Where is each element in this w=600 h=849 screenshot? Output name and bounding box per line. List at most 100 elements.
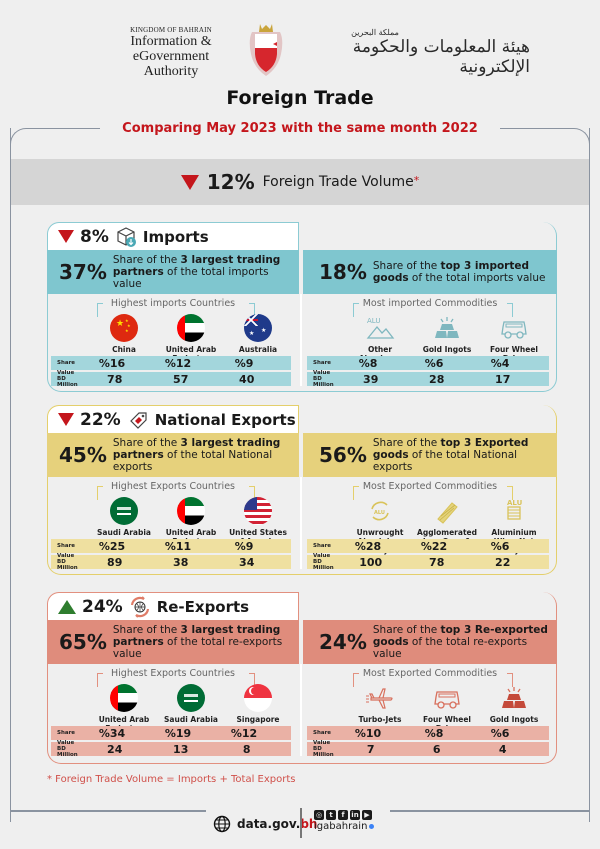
jeep-icon	[434, 691, 460, 709]
share-row: Share %25 %11 %9	[51, 539, 291, 553]
bracket-decoration	[249, 486, 255, 500]
value-amount: 78	[429, 555, 445, 569]
exports-partners-summary: 45% Share of the 3 largest trading partn…	[47, 433, 299, 477]
commodity-label: Gold Ingots	[489, 715, 539, 724]
summary-description: Share of the top 3 Re-exported goods of …	[372, 624, 548, 660]
bracket-decoration	[249, 303, 255, 317]
bracket-decoration	[507, 486, 513, 500]
bracket-decoration	[97, 486, 103, 500]
row-label: Share	[57, 543, 76, 549]
kingdom-label-arabic: مملكة البحرين	[351, 28, 399, 37]
share-value: %11	[164, 539, 192, 553]
facebook-icon[interactable]: f	[338, 810, 348, 820]
org-name-arabic-text: هيئة المعلومات والحكومة الإلكترونية	[352, 37, 530, 77]
price-tag-icon	[129, 411, 147, 429]
content-frame	[10, 128, 590, 822]
section-border	[47, 592, 557, 764]
share-row: Share %10 %8 %6	[307, 726, 549, 740]
summary-percent: 56%	[319, 443, 367, 467]
row-label: Value BD Million	[313, 553, 334, 571]
commodity-item: Gold Ingots	[414, 314, 480, 372]
country-label: China	[112, 345, 136, 354]
summary-percent: 45%	[59, 443, 107, 467]
country-item: Saudi Arabia	[158, 684, 224, 733]
footnote: * Foreign Trade Volume = Imports + Total…	[47, 774, 296, 785]
twitter-icon[interactable]: t	[326, 810, 336, 820]
page-title: Foreign Trade	[226, 87, 374, 109]
value-row: Value BD Million 7 6 4	[307, 740, 549, 758]
value-amount: 34	[239, 555, 255, 569]
value-amount: 4	[498, 742, 507, 756]
commodity-item: Turbo-Jets	[347, 684, 413, 733]
share-value: %12	[164, 356, 192, 370]
iron-bars-icon	[437, 502, 458, 524]
re-exports-countries-panel: Highest Exports Countries United Arab Em…	[47, 664, 299, 762]
share-value: %9	[234, 356, 254, 370]
share-value: %8	[424, 726, 444, 740]
decrease-arrow-icon	[58, 230, 74, 243]
linkedin-icon[interactable]: in	[350, 810, 360, 820]
value-amount: 39	[363, 372, 379, 386]
value-amount: 89	[107, 555, 123, 569]
summary-description: Share of the top 3 imported goods of the…	[372, 260, 546, 284]
value-amount: 7	[366, 742, 375, 756]
country-label: Singapore	[236, 715, 280, 724]
panel-caption: Highest Exports Countries	[111, 668, 235, 679]
summary-description: Share of the 3 largest trading partners …	[112, 437, 281, 473]
usa-flag-icon	[244, 497, 272, 525]
value-amount: 28	[429, 372, 445, 386]
increase-arrow-icon	[58, 599, 76, 614]
saudi-flag-icon	[110, 497, 138, 525]
frame-bottom-line	[10, 810, 206, 812]
bracket-decoration	[353, 486, 359, 500]
country-item: Singapore	[225, 684, 291, 733]
bracket-decoration	[353, 303, 359, 317]
gold-ingots-icon	[502, 687, 526, 708]
imports-change-percent: 8%	[80, 226, 109, 247]
row-label: Value BD Million	[57, 553, 78, 571]
exports-change-percent: 22%	[80, 409, 121, 430]
row-label: Value BD Million	[313, 740, 334, 758]
bracket-decoration	[97, 303, 103, 317]
instagram-icon[interactable]: ◎	[314, 810, 324, 820]
panel-caption: Highest imports Countries	[110, 298, 236, 309]
frame-bottom-line	[390, 810, 590, 812]
share-value: %34	[98, 726, 126, 740]
share-row: Share %28 %22 %6	[307, 539, 549, 553]
youtube-icon[interactable]: ▶	[362, 810, 372, 820]
header: KINGDOM OF BAHRAIN Information & eGovern…	[0, 12, 600, 79]
bracket-decoration	[249, 673, 255, 687]
share-value: %4	[490, 356, 510, 370]
summary-description: Share of the top 3 Exported goods of the…	[372, 437, 529, 473]
social-handle[interactable]: igabahrain	[314, 821, 375, 832]
national-exports-section: 22% National Exports 45% Share of the 3 …	[47, 405, 557, 575]
country-item: ★ ★ Australia	[225, 314, 291, 363]
country-label: Saudi Arabia	[97, 528, 151, 537]
imports-countries-panel: Highest imports Countries ★ ★ ★ ★ China …	[47, 294, 299, 392]
jeep-icon	[501, 321, 527, 339]
value-amount: 13	[173, 742, 189, 756]
website-link[interactable]: data.gov.bh	[213, 815, 317, 833]
section-border	[47, 222, 557, 392]
value-amount: 22	[495, 555, 511, 569]
value-row: Value BD Million 89 38 34	[51, 553, 291, 571]
share-value: %6	[424, 356, 444, 370]
re-exports-title: Re-Exports	[156, 597, 250, 616]
row-label: Share	[57, 730, 76, 736]
summary-percent: 18%	[319, 260, 367, 284]
panel-divider	[300, 664, 302, 756]
value-amount: 24	[107, 742, 123, 756]
imports-commodities-panel: Most imported Commodities ALU Other Alum…	[303, 294, 557, 392]
svg-text:ALU: ALU	[367, 317, 380, 325]
decrease-arrow-icon	[180, 174, 199, 190]
aluminum-recycle-icon: ALU	[371, 501, 389, 521]
value-amount: 40	[239, 372, 255, 386]
re-exports-change-percent: 24%	[82, 596, 123, 617]
value-row: Value BD Million 78 57 40	[51, 370, 291, 388]
bracket-decoration	[507, 673, 513, 687]
country-label: Australia	[238, 345, 278, 354]
panel-caption: Highest Exports Countries	[111, 481, 235, 492]
value-amount: 78	[107, 372, 123, 386]
aluminum-mountain-icon: ALU	[366, 317, 395, 339]
bahrain-emblem-icon	[249, 24, 283, 76]
